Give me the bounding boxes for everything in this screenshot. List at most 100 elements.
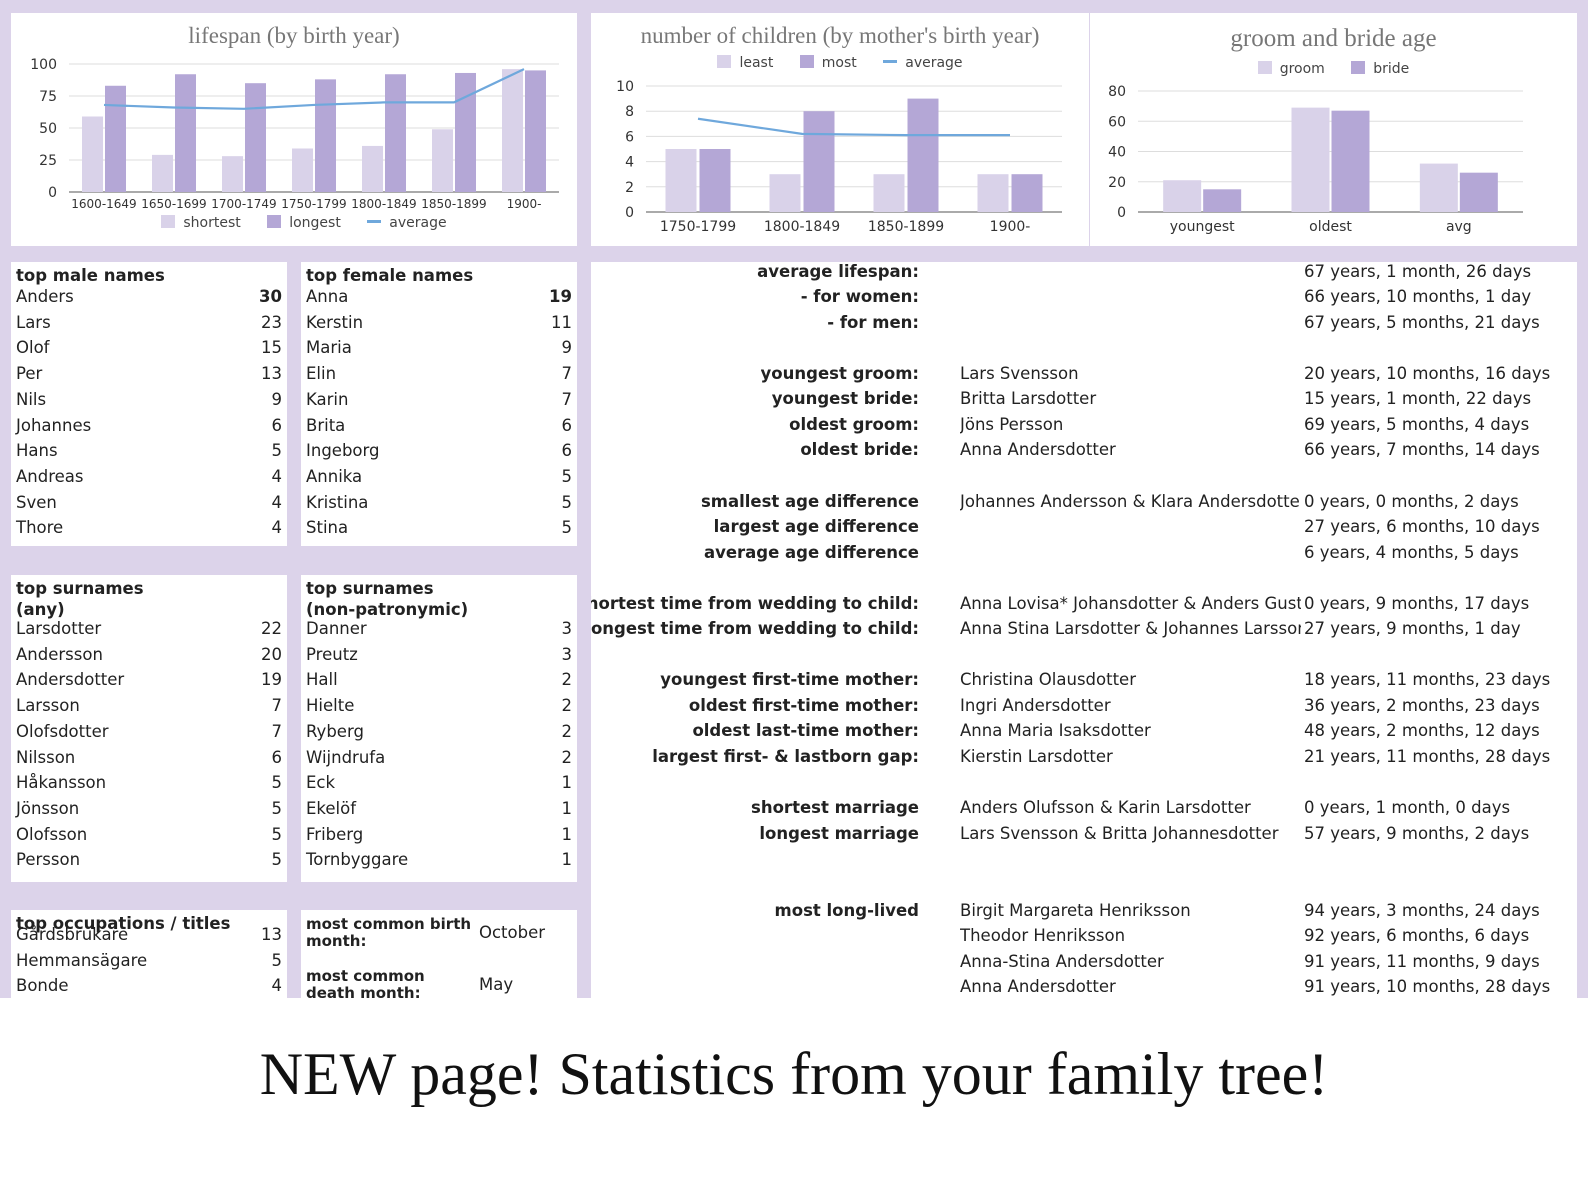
row-name: Sven <box>16 492 57 512</box>
stat-name <box>960 540 1301 566</box>
row-name: Per <box>16 364 43 384</box>
row-count: 2 <box>561 696 573 716</box>
bar-longest <box>455 72 476 192</box>
stat-value: 6 years, 4 months, 5 days <box>1304 543 1519 562</box>
table-row: Ingeborg 6 <box>306 438 572 464</box>
table-row: Kristina 5 <box>306 490 572 516</box>
table-row: Bonde 4 <box>16 973 282 998</box>
stat-label: most long-lived <box>774 901 919 920</box>
row-name: Wijndrufa <box>306 747 386 767</box>
table-header: top surnames (any) <box>16 578 144 620</box>
top-occupations-table: top occupations / titles Gårdsbrukare 13 H… <box>11 910 287 998</box>
common-months-panel: most common birth month: October most com… <box>301 910 577 998</box>
bar-longest <box>315 79 336 192</box>
y-tick-label: 0 <box>1117 205 1126 221</box>
table-header-line: (any) <box>16 600 65 619</box>
stat-name: Anna Lovisa* Johansdotter & Anders Gusta… <box>960 594 1301 613</box>
row-count: 6 <box>561 415 573 435</box>
x-tick-label: 1700-1749 <box>211 197 276 211</box>
bar-least <box>769 174 801 212</box>
row-count: 23 <box>261 312 282 332</box>
legend-label-average: average <box>905 55 963 71</box>
table-row: Friberg 1 <box>306 822 572 848</box>
stat-label: longest marriage <box>759 824 919 843</box>
table-row: Hemmansägare 5 <box>16 948 282 974</box>
table-row: Andreas 4 <box>16 464 282 490</box>
row-count: 5 <box>271 441 283 461</box>
stat-label: - for men: <box>827 313 919 332</box>
table-row: Hall 2 <box>306 667 572 693</box>
x-tick-label: 1800-1849 <box>764 219 840 235</box>
groom-bride-chart-title: groom and bride age <box>1230 25 1437 52</box>
x-tick-label: 1650-1699 <box>141 197 206 211</box>
y-tick-label: 75 <box>39 89 57 105</box>
x-tick-label: youngest <box>1170 219 1235 235</box>
legend-item-least: least <box>717 55 773 71</box>
table-row: Nils 9 <box>16 387 282 413</box>
table-row: Larsson 7 <box>16 693 282 719</box>
x-tick-label: 1750-1799 <box>660 219 736 235</box>
row-name: Gårdsbrukare <box>16 925 129 944</box>
lifespan-chart: 0 25 50 75 100 1600-1649 1650-1699 1700-1749 175… <box>30 57 559 211</box>
legend-item-average: average <box>883 55 963 71</box>
table-row: Olofsson 5 <box>16 822 282 848</box>
stat-label: oldest first-time mother: <box>688 696 919 715</box>
stat-value: 69 years, 5 months, 4 days <box>1304 415 1530 434</box>
y-tick-label: 80 <box>1108 84 1126 100</box>
stat-label: largest age difference <box>713 517 919 536</box>
row-count: 1 <box>561 850 573 870</box>
birth-month-value: October <box>479 923 546 942</box>
bar-least <box>665 149 697 212</box>
death-month-label: most common death month: <box>306 968 425 999</box>
row-name: Nilsson <box>16 747 76 767</box>
stat-label: average age difference <box>703 543 919 562</box>
children-chart-title: number of children (by mother's birth ye… <box>640 23 1040 48</box>
series-line-average <box>103 68 525 110</box>
bar-groom <box>1291 107 1330 212</box>
row-count: 7 <box>271 696 283 716</box>
stat-label: - for women: <box>800 287 919 306</box>
row-count: 1 <box>561 824 573 844</box>
legend-swatch-longest <box>267 215 282 228</box>
bar-bride <box>1203 189 1242 212</box>
row-name: Jönsson <box>16 798 80 818</box>
row-name: Danner <box>306 619 367 638</box>
stat-value: 91 years, 10 months, 28 days <box>1304 977 1551 996</box>
table-row: Johannes 6 <box>16 413 282 439</box>
row-count: 11 <box>551 312 572 332</box>
bar-shortest <box>362 145 383 192</box>
legend-swatch-average <box>883 60 898 63</box>
legend-label-shortest: shortest <box>183 215 241 231</box>
x-tick-label: oldest <box>1309 219 1352 235</box>
y-tick-label: 0 <box>48 185 57 201</box>
lifespan-chart-panel: lifespan (by birth year) 0 25 50 75 100 1600-… <box>11 13 577 246</box>
stat-name <box>960 514 1301 540</box>
stat-name: Anna Stina Larsdotter & Johannes Larsson <box>960 619 1301 638</box>
table-row: Preutz 3 <box>306 642 572 668</box>
stat-name: Jöns Persson <box>960 415 1064 434</box>
x-tick-label: 1600-1649 <box>71 197 136 211</box>
table-header: top surnames (non-patronymic) <box>306 578 468 620</box>
row-name: Ingeborg <box>306 441 380 461</box>
bar-most <box>803 111 835 212</box>
row-name: Annika <box>306 466 363 486</box>
legend-swatch-bride <box>1351 61 1366 74</box>
stat-value: 66 years, 7 months, 14 days <box>1304 440 1540 459</box>
stat-label: longest time from wedding to child: <box>591 619 919 638</box>
stat-name: Lars Svensson & Britta Johannesdotter <box>960 824 1279 843</box>
table-row: Annika 5 <box>306 464 572 490</box>
legend-swatch-most <box>799 55 814 68</box>
row-name: Tornbyggare <box>306 850 409 870</box>
bar-bride <box>1459 172 1498 212</box>
row-count: 5 <box>271 950 283 970</box>
legend-label-bride: bride <box>1373 61 1410 77</box>
stat-value: 0 years, 9 months, 17 days <box>1304 594 1530 613</box>
table-row: Thore 4 <box>16 515 282 541</box>
bar-shortest <box>152 154 173 192</box>
row-count: 7 <box>271 721 283 741</box>
row-name: Johannes <box>16 415 92 435</box>
legend-label-most: most <box>821 55 857 71</box>
stat-name: Theodor Henriksson <box>960 926 1126 945</box>
x-tick-label: 1750-1799 <box>281 197 346 211</box>
table-row: Stina 5 <box>306 515 572 541</box>
